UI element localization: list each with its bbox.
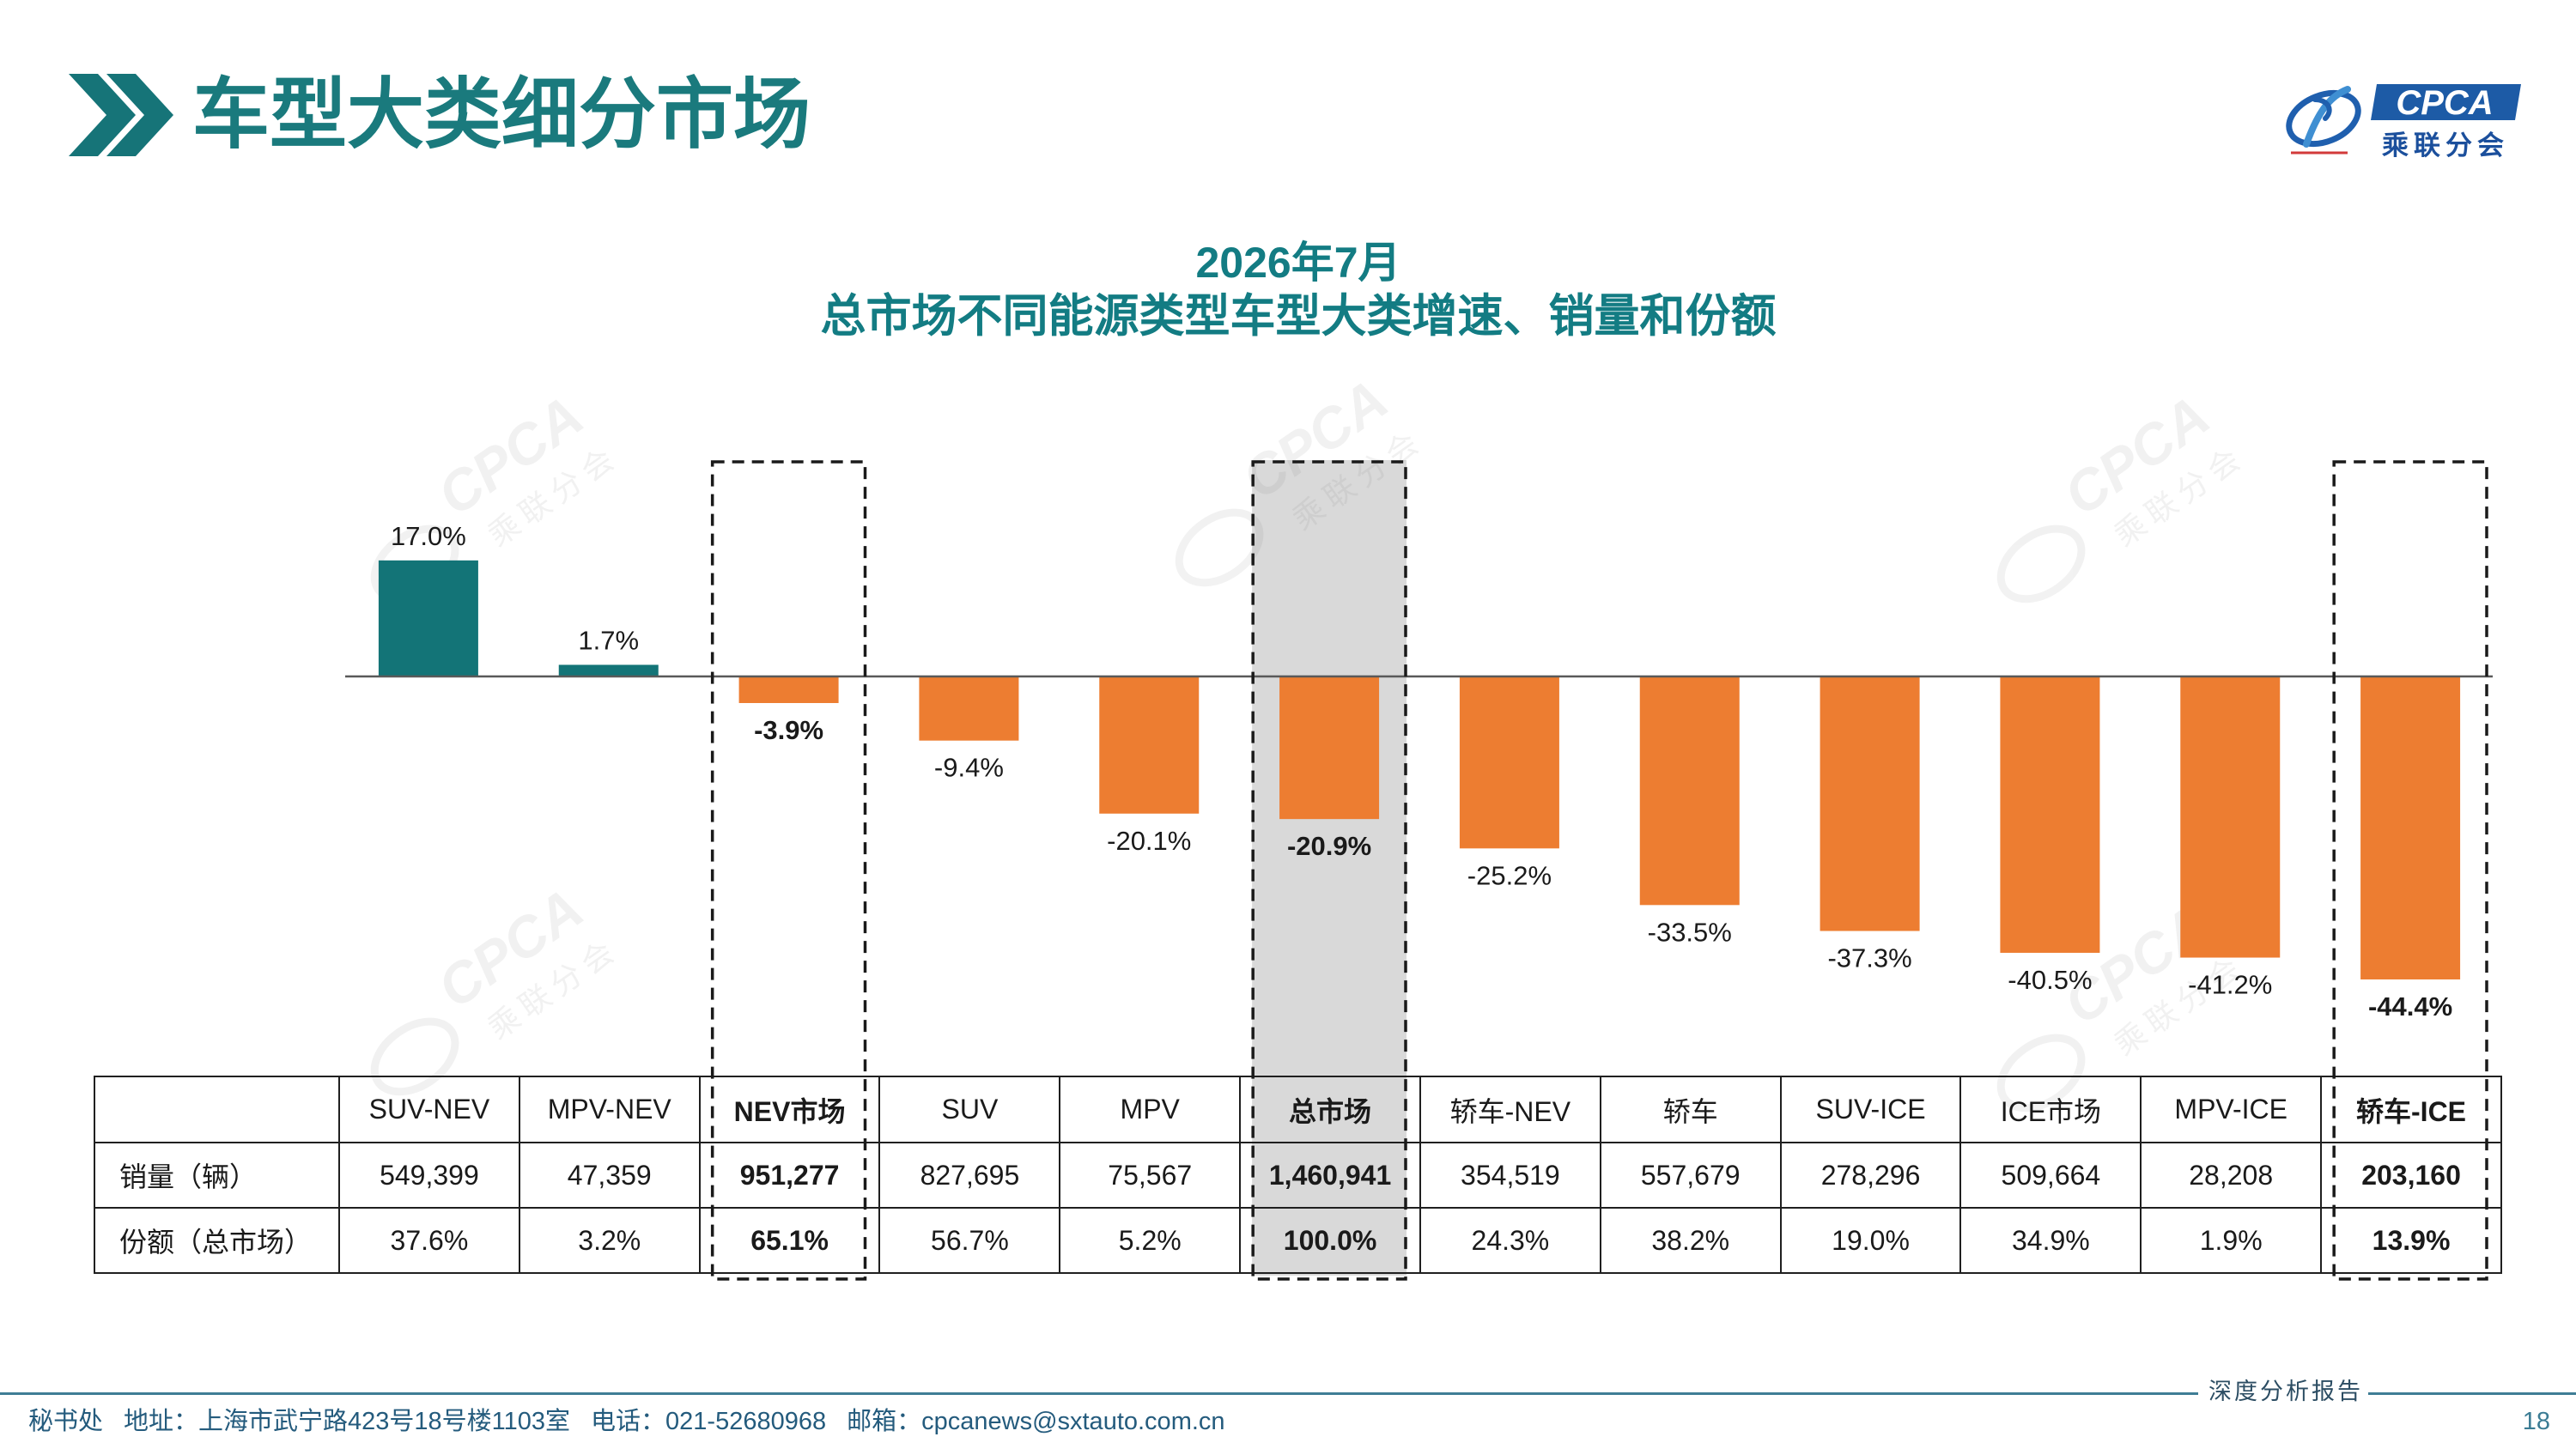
bar-value-label: -25.2% [1467,860,1552,890]
share-cell: 24.3% [1419,1207,1601,1274]
bar-value-label: -3.9% [754,715,823,745]
sales-cell: 75,567 [1059,1142,1242,1209]
growth-bar [1459,676,1559,849]
sales-cell: 1,460,941 [1239,1142,1421,1209]
footer-email: 邮箱：cpcanews@sxtauto.com.cn [847,1408,1225,1435]
sales-cell: 47,359 [518,1142,701,1209]
bar-value-label: -9.4% [934,753,1004,783]
column-header: SUV-ICE [1779,1076,1962,1143]
logo-subtext: 乘联分会 [2382,130,2509,161]
sales-cell: 354,519 [1419,1142,1601,1209]
page-number: 18 [2522,1408,2550,1435]
watermark-text: CPCA [426,876,594,1020]
bar-value-label: -20.9% [1287,831,1371,861]
bar-value-label: -33.5% [1648,917,1732,947]
footer-address: 地址：上海市武宁路423号18号楼1103室 [124,1408,571,1435]
bar-value-label: 1.7% [578,625,639,655]
growth-bar [738,676,839,704]
watermark-subtext: 乘联分会 [482,931,626,1046]
share-cell: 37.6% [338,1207,520,1274]
sales-cell: 278,296 [1779,1142,1962,1209]
logo-text: CPCA [2396,84,2493,122]
sales-row: 销量（辆） 549,399 47,359 951,277 827,695 75,567 1,… [94,1142,2502,1209]
footer-contact: 秘书处 地址：上海市武宁路423号18号楼1103室 电话：021-52680968… [28,1404,1246,1439]
watermark-subtext: 乘联分会 [2108,947,2252,1063]
page-title: 车型大类细分市场 [192,72,811,158]
sales-cell: 203,160 [2320,1142,2502,1209]
cpca-logo: CPCA 乘联分会 [2286,84,2521,161]
share-cell: 38.2% [1599,1207,1782,1274]
table-corner-cell [94,1076,340,1143]
share-cell: 3.2% [518,1207,701,1274]
watermark-text: CPCA [2052,383,2221,527]
growth-bar [2180,676,2281,958]
column-header: SUV [878,1076,1061,1143]
share-row: 份额（总市场） 37.6% 3.2% 65.1% 56.7% 5.2% 100.0% 24.3… [94,1207,2502,1274]
sales-cell: 557,679 [1599,1142,1782,1209]
watermark-subtext: 乘联分会 [482,438,626,554]
column-header: 总市场 [1239,1076,1421,1143]
row-label: 销量（辆） [94,1142,340,1209]
watermark-text: CPCA [426,383,594,527]
share-cell: 65.1% [698,1207,881,1274]
row-label: 份额（总市场） [94,1207,340,1274]
share-cell: 34.9% [1959,1207,2142,1274]
report-type-label: 深度分析报告 [2208,1379,2363,1405]
sales-cell: 28,208 [2140,1142,2323,1209]
share-cell: 56.7% [878,1207,1061,1274]
share-cell: 100.0% [1239,1207,1421,1274]
sales-cell: 951,277 [698,1142,881,1209]
growth-bar [2000,676,2100,953]
table-header-row: SUV-NEV MPV-NEV NEV市场 SUV MPV 总市场 轿车-NEV 轿车 SUV-… [94,1076,2502,1143]
column-header: MPV-ICE [2140,1076,2323,1143]
column-header: 轿车 [1599,1076,1782,1143]
share-cell: 13.9% [2320,1207,2502,1274]
footer-phone: 电话：021-52680968 [591,1408,827,1435]
bar-value-label: 17.0% [391,521,466,551]
bar-value-label: -37.3% [1827,943,1911,973]
growth-bar [1820,676,1920,931]
column-header: ICE市场 [1959,1076,2142,1143]
bar-value-label: -20.1% [1107,826,1191,856]
column-header: MPV [1059,1076,1242,1143]
growth-bar [919,676,1019,741]
chart-title: 2026年7月 [1195,239,1401,287]
growth-bar [1279,676,1380,820]
share-cell: 1.9% [2140,1207,2323,1274]
sales-cell: 509,664 [1959,1142,2142,1209]
share-cell: 19.0% [1779,1207,1962,1274]
column-header: 轿车-NEV [1419,1076,1601,1143]
chart-subtitle: 总市场不同能源类型车型大类增速、销量和份额 [820,291,1777,342]
watermark-subtext: 乘联分会 [1286,421,1431,537]
growth-bar [1099,676,1200,814]
column-header: MPV-NEV [518,1076,701,1143]
footer-divider-right [2368,1392,2576,1395]
column-header: 轿车-ICE [2320,1076,2502,1143]
watermark-text: CPCA [1230,367,1399,511]
data-table: SUV-NEV MPV-NEV NEV市场 SUV MPV 总市场 轿车-NEV 轿车 SUV-… [94,1076,2502,1274]
watermark-subtext: 乘联分会 [2108,438,2252,554]
bar-value-label: -44.4% [2368,991,2452,1022]
bars: 17.0% 1.7% -3.9% -9.4% -20.1% -20.9% -25.2% -33… [378,521,2461,1022]
sales-cell: 549,399 [338,1142,520,1209]
watermark-text: CPCA [2052,892,2221,1036]
growth-bar [1639,676,1740,906]
column-header: SUV-NEV [338,1076,520,1143]
growth-bar [558,664,659,676]
share-cell: 5.2% [1059,1207,1242,1274]
growth-bar [2360,676,2461,979]
bar-value-label: -40.5% [2008,965,2092,995]
column-header: NEV市场 [698,1076,881,1143]
footer-divider-left [0,1392,2198,1395]
double-chevron-icon [69,74,173,156]
sales-cell: 827,695 [878,1142,1061,1209]
bar-value-label: -41.2% [2188,970,2272,1000]
growth-bar [378,560,478,676]
footer-secretariat: 秘书处 [28,1408,104,1435]
